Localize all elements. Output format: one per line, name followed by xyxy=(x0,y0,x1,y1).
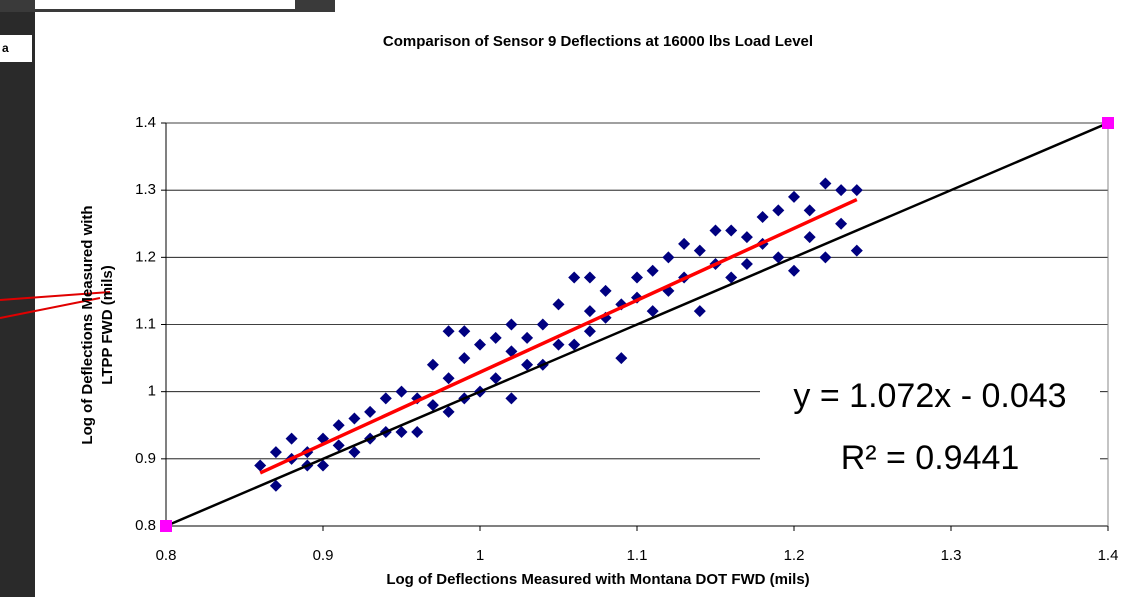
scatter-point xyxy=(788,264,800,277)
scatter-point xyxy=(788,190,800,203)
scatter-point xyxy=(819,251,832,264)
scatter-point xyxy=(269,446,282,459)
scatter-point xyxy=(583,271,596,284)
chart-title: Comparison of Sensor 9 Deflections at 16… xyxy=(383,33,813,50)
scatter-point xyxy=(332,419,345,432)
scatter-point xyxy=(693,244,706,257)
scatter-point xyxy=(395,425,408,438)
scatter-point xyxy=(568,338,581,351)
scatter-point xyxy=(615,352,628,365)
scatter-point xyxy=(254,459,267,472)
scatter-point xyxy=(395,385,408,398)
scatter-point xyxy=(709,224,722,237)
scatter-point xyxy=(583,305,596,318)
x-tick-label: 1.4 xyxy=(1098,547,1119,564)
x-tick-label: 1 xyxy=(476,547,484,564)
scatter-point xyxy=(442,372,455,385)
x-tick-label: 1.1 xyxy=(627,547,648,564)
scatter-point xyxy=(819,177,832,190)
scatter-point xyxy=(426,358,439,371)
x-tick-label: 1.3 xyxy=(941,547,962,564)
trendline xyxy=(259,197,858,475)
scatter-point xyxy=(505,392,518,405)
scatter-point xyxy=(505,318,518,331)
scatter-point xyxy=(332,439,345,452)
background-text: a xyxy=(2,41,9,55)
background-box xyxy=(0,35,32,62)
scatter-point xyxy=(646,305,659,318)
scatter-point xyxy=(348,446,361,459)
scatter-point xyxy=(725,224,738,237)
scatter-point xyxy=(850,184,863,197)
y-tick-label: 1.2 xyxy=(135,248,156,265)
scatter-point xyxy=(756,211,769,224)
scatter-point xyxy=(583,325,596,338)
annotation-background xyxy=(760,372,1100,492)
scatter-point xyxy=(442,325,455,338)
scatter-point xyxy=(568,271,581,284)
y-tick-label: 1.1 xyxy=(135,315,156,332)
scatter-point xyxy=(772,251,785,264)
equality-marker xyxy=(1102,117,1114,129)
scatter-point xyxy=(348,412,361,425)
scatter-point xyxy=(850,244,863,257)
scatter-point xyxy=(505,345,518,358)
scatter-point xyxy=(835,217,848,230)
scatter-point xyxy=(285,432,298,445)
y-tick-label: 1.3 xyxy=(135,181,156,198)
y-tick-label: 0.9 xyxy=(135,450,156,467)
scatter-point xyxy=(489,372,502,385)
scatter-point xyxy=(536,318,549,331)
equation-label: y = 1.072x - 0.043 xyxy=(793,377,1066,415)
scatter-point xyxy=(317,459,329,472)
scatter-point xyxy=(740,258,753,271)
scatter-point xyxy=(458,352,471,365)
y-tick-label: 0.8 xyxy=(135,517,156,534)
y-tick-label: 1.4 xyxy=(135,114,156,131)
equality-marker xyxy=(160,520,172,532)
scatter-point xyxy=(740,231,753,244)
scatter-point xyxy=(458,325,471,338)
scatter-point xyxy=(552,298,565,311)
scatter-point xyxy=(411,425,424,438)
y-tick-label: 1 xyxy=(148,383,156,400)
y-axis-label: LTPP FWD (mils) xyxy=(99,265,116,384)
scatter-point xyxy=(426,399,439,412)
scatter-point xyxy=(803,231,816,244)
scatter-point xyxy=(521,358,534,371)
scatter-point xyxy=(662,251,675,264)
x-tick-label: 1.2 xyxy=(784,547,805,564)
x-tick-label: 0.8 xyxy=(156,547,177,564)
scatter-point xyxy=(631,271,643,284)
scatter-point xyxy=(521,331,534,344)
scatter-point xyxy=(725,271,738,284)
scatter-point xyxy=(442,405,455,418)
scatter-point xyxy=(474,338,486,351)
x-axis-label: Log of Deflections Measured with Montana… xyxy=(386,571,809,588)
scatter-point xyxy=(803,204,816,217)
r-squared-label: R² = 0.9441 xyxy=(841,439,1020,477)
background-line xyxy=(0,297,101,319)
scatter-point xyxy=(364,405,377,418)
x-tick-label: 0.9 xyxy=(313,547,334,564)
scatter-point xyxy=(678,237,691,250)
scatter-point xyxy=(646,264,659,277)
scatter-point xyxy=(552,338,565,351)
background-line xyxy=(0,291,111,301)
y-axis-label: Log of Deflections Measured with xyxy=(79,205,96,444)
scatter-point xyxy=(772,204,785,217)
scatter-point xyxy=(379,392,392,405)
scatter-point xyxy=(693,305,706,318)
background-table xyxy=(35,0,295,9)
scatter-point xyxy=(599,284,612,297)
scatter-point xyxy=(489,331,502,344)
scatter-point xyxy=(269,479,282,492)
equality-line xyxy=(165,121,1109,528)
scatter-point xyxy=(835,184,848,197)
